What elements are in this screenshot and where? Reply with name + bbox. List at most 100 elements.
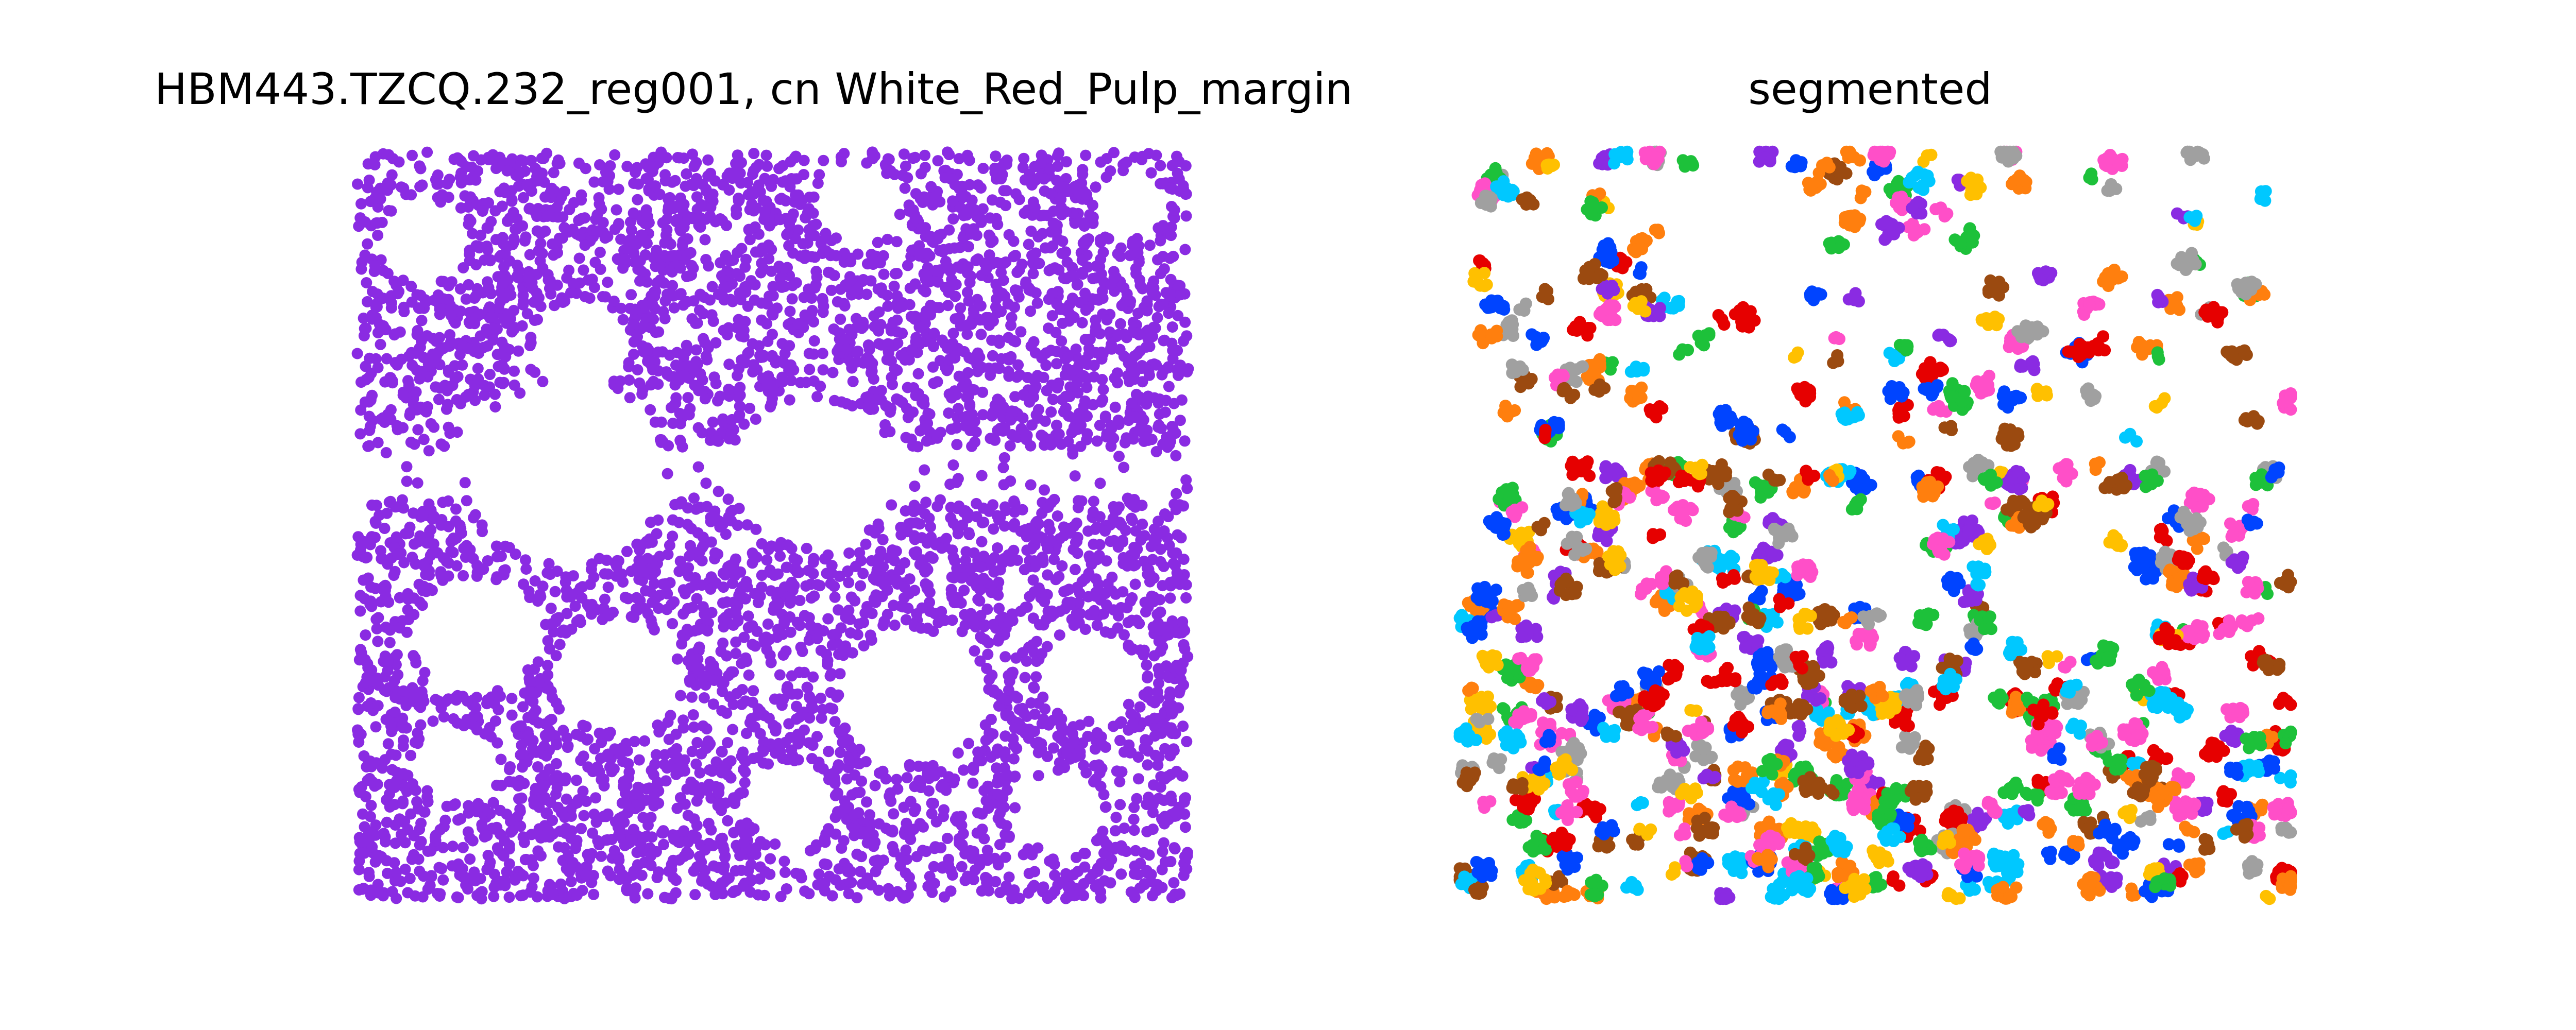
cell-point xyxy=(774,670,786,681)
cell-point xyxy=(704,764,715,776)
cell-point xyxy=(844,276,855,287)
cell-point xyxy=(1095,253,1106,265)
cell-point xyxy=(447,840,459,852)
cell-point xyxy=(360,629,371,641)
cell-point xyxy=(772,587,784,598)
cell-point xyxy=(557,211,568,222)
cell-point xyxy=(397,719,409,730)
cell-point xyxy=(363,397,375,408)
cell-point xyxy=(977,517,988,528)
cell-point xyxy=(827,640,838,651)
cell-point xyxy=(751,162,762,173)
cell-point xyxy=(1181,210,1192,221)
cell-point xyxy=(1010,653,1022,664)
cell-point xyxy=(1039,185,1050,197)
cell-point xyxy=(478,563,489,575)
cell-point xyxy=(1124,376,1135,387)
cell-point xyxy=(1155,607,1166,618)
cell-point xyxy=(613,822,624,833)
cell-point xyxy=(681,168,692,180)
cell-point xyxy=(632,194,643,205)
cell-point xyxy=(868,310,879,321)
cell-point xyxy=(1179,244,1191,255)
cell-point xyxy=(1154,594,1165,606)
cell-point xyxy=(522,179,533,191)
cell-point xyxy=(470,702,481,713)
cell-point xyxy=(1007,889,1018,901)
cell-point xyxy=(623,361,634,372)
cell-point xyxy=(1113,451,1125,462)
cell-point xyxy=(528,860,539,871)
cell-point xyxy=(1080,624,1091,635)
cell-point xyxy=(901,818,912,829)
cell-point xyxy=(912,441,923,452)
cell-point xyxy=(1030,558,1042,569)
cell-point xyxy=(1171,151,1182,162)
cell-point xyxy=(1174,888,1185,900)
cell-point xyxy=(1052,150,1063,162)
cell-point xyxy=(693,385,704,396)
cell-point xyxy=(495,754,506,765)
cell-point xyxy=(562,742,573,753)
cell-point xyxy=(1012,359,1024,371)
cell-point xyxy=(859,826,870,837)
cell-point xyxy=(688,709,699,720)
cell-point xyxy=(642,819,654,831)
cell-point xyxy=(958,828,969,839)
cell-point xyxy=(972,828,983,839)
cell-point xyxy=(700,234,711,245)
cell-point xyxy=(457,570,469,581)
cell-point xyxy=(935,842,946,853)
cell-point xyxy=(550,586,561,597)
cell-point xyxy=(353,692,365,703)
cell-point xyxy=(510,224,521,235)
cell-point xyxy=(914,818,926,829)
cell-point xyxy=(1052,382,1063,393)
cell-point xyxy=(512,260,523,271)
cell-point xyxy=(956,191,967,202)
cell-point xyxy=(928,341,939,352)
cell-point xyxy=(587,828,598,839)
cell-point xyxy=(706,881,718,892)
cell-point xyxy=(699,845,710,856)
cell-point xyxy=(727,254,739,266)
cell-point xyxy=(520,563,532,575)
cell-point xyxy=(987,499,998,510)
cell-point xyxy=(596,851,607,862)
cell-point xyxy=(851,849,862,860)
cell-point xyxy=(927,362,939,373)
cell-point xyxy=(1058,272,1070,284)
cell-point xyxy=(1052,730,1063,742)
cell-point xyxy=(1179,796,1190,808)
cell-point xyxy=(1180,592,1192,604)
cell-point xyxy=(674,152,685,163)
cell-point xyxy=(786,689,798,700)
cell-point xyxy=(613,219,624,231)
cell-point xyxy=(540,730,551,741)
cell-point xyxy=(566,876,577,887)
cell-point xyxy=(682,502,693,513)
cell-point xyxy=(629,736,640,747)
cell-point xyxy=(484,382,495,393)
cell-point xyxy=(375,339,386,350)
cell-point xyxy=(500,564,511,576)
cell-point xyxy=(1060,206,1071,217)
cell-point xyxy=(811,633,823,644)
cell-point xyxy=(1177,720,1189,732)
cell-point xyxy=(766,657,777,668)
cell-point xyxy=(851,313,862,324)
cell-point xyxy=(1072,279,1083,290)
cell-point xyxy=(900,182,911,194)
cell-point xyxy=(846,789,858,800)
cell-point xyxy=(829,778,841,789)
cell-point xyxy=(1062,256,1073,268)
cell-point xyxy=(842,862,854,873)
cell-point xyxy=(492,737,503,749)
cell-point xyxy=(370,721,382,732)
cell-point xyxy=(717,685,728,697)
cell-point xyxy=(998,553,1010,564)
cell-point xyxy=(637,555,648,566)
cells-scatter-plot xyxy=(340,144,1206,906)
cell-point xyxy=(1042,641,1053,653)
cell-point xyxy=(423,445,435,456)
